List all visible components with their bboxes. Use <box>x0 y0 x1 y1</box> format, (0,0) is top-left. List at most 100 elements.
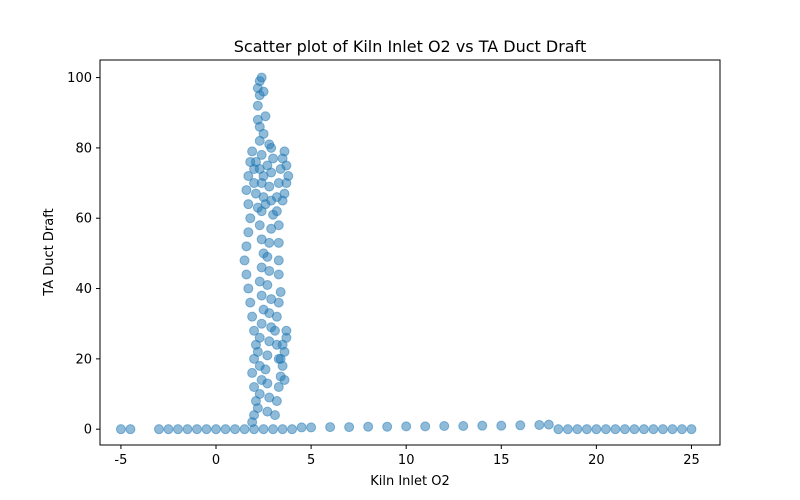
scatter-point <box>629 424 640 435</box>
y-tick-label: 0 <box>84 423 92 438</box>
scatter-point <box>239 424 250 435</box>
scatter-point <box>241 269 252 280</box>
scatter-point <box>648 424 659 435</box>
scatter-point <box>172 424 183 435</box>
scatter-point <box>247 311 258 322</box>
scatter-point <box>401 421 412 432</box>
scatter-point <box>477 420 488 431</box>
scatter-point <box>243 227 254 238</box>
chart-title: Scatter plot of Kiln Inlet O2 vs TA Duct… <box>234 37 586 56</box>
scatter-point <box>458 421 469 432</box>
scatter-point <box>325 422 336 433</box>
scatter-point <box>211 424 222 435</box>
scatter-point <box>262 378 273 389</box>
scatter-point <box>363 421 374 432</box>
y-axis-label: TA Duct Draft <box>42 208 57 296</box>
scatter-point <box>439 421 450 432</box>
y-tick-label: 20 <box>75 352 92 367</box>
scatter-point <box>245 297 256 308</box>
scatter-point <box>686 424 697 435</box>
y-tick-label: 60 <box>75 212 92 227</box>
scatter-point <box>249 325 260 336</box>
scatter-point <box>496 420 507 431</box>
scatter-point <box>262 251 273 262</box>
scatter-point <box>153 424 164 435</box>
scatter-point <box>249 381 260 392</box>
scatter-point <box>260 364 271 375</box>
scatter-point <box>250 156 261 167</box>
scatter-point <box>264 237 275 248</box>
scatter-point <box>273 237 284 248</box>
scatter-point <box>243 283 254 294</box>
scatter-point <box>254 220 265 231</box>
scatter-point <box>273 297 284 308</box>
scatter-point <box>256 290 267 301</box>
scatter-point <box>277 339 288 350</box>
y-tick-label: 80 <box>75 141 92 156</box>
x-axis-label: Kiln Inlet O2 <box>370 474 450 489</box>
scatter-point <box>250 188 261 199</box>
scatter-point <box>667 424 678 435</box>
scatter-point <box>638 424 649 435</box>
scatter-point <box>279 146 290 157</box>
scatter-point <box>252 346 263 357</box>
scatter-point <box>243 199 254 210</box>
scatter-point <box>610 424 621 435</box>
scatter-point <box>163 424 174 435</box>
scatter-point <box>600 424 611 435</box>
plot-frame <box>99 59 721 446</box>
scatter-point <box>562 424 573 435</box>
scatter-point <box>275 353 286 364</box>
scatter-point <box>262 350 273 361</box>
scatter-point <box>382 421 393 432</box>
scatter-point <box>256 149 267 160</box>
scatter-point <box>252 100 263 111</box>
scatter-point <box>591 424 602 435</box>
scatter-point <box>256 72 267 83</box>
scatter-point <box>258 128 269 139</box>
y-tick-label: 40 <box>75 282 92 297</box>
scatter-point <box>258 171 269 182</box>
scatter-point <box>279 374 290 385</box>
scatter-point <box>241 241 252 252</box>
scatter-point <box>247 367 258 378</box>
scatter-point <box>344 422 355 433</box>
scatter-point <box>260 199 271 210</box>
scatter-point <box>581 424 592 435</box>
scatter-point <box>245 213 256 224</box>
scatter-point <box>125 424 136 435</box>
scatter-point <box>230 424 241 435</box>
scatter-point <box>115 424 126 435</box>
scatter-point <box>553 424 564 435</box>
scatter-point <box>515 420 526 431</box>
scatter-point <box>619 424 630 435</box>
x-axis: -5 0 5 10 15 20 25 <box>114 445 700 468</box>
scatter-point <box>264 139 275 150</box>
scatter-point <box>277 195 288 206</box>
x-tick-label: 25 <box>683 453 700 468</box>
scatter-point <box>268 424 279 435</box>
scatter-point <box>676 424 687 435</box>
scatter-point <box>657 424 668 435</box>
y-tick-label: 100 <box>67 71 92 86</box>
scatter-point <box>268 153 279 164</box>
scatter-point <box>281 325 292 336</box>
scatter-point <box>271 206 282 217</box>
scatter-point <box>275 287 286 298</box>
scatter-point <box>271 396 282 407</box>
scatter-point <box>281 178 292 189</box>
scatter-point <box>243 171 254 182</box>
scatter-point <box>287 424 298 435</box>
scatter-point <box>534 419 545 430</box>
scatter-point <box>264 181 275 192</box>
x-tick-label: 5 <box>307 453 315 468</box>
scatter-point <box>269 410 280 421</box>
x-tick-label: -5 <box>114 453 127 468</box>
y-axis: 0 20 40 60 80 100 <box>67 71 100 438</box>
scatter-point <box>258 424 269 435</box>
scatter-point <box>271 311 282 322</box>
scatter-point <box>281 160 292 171</box>
scatter-point <box>191 424 202 435</box>
